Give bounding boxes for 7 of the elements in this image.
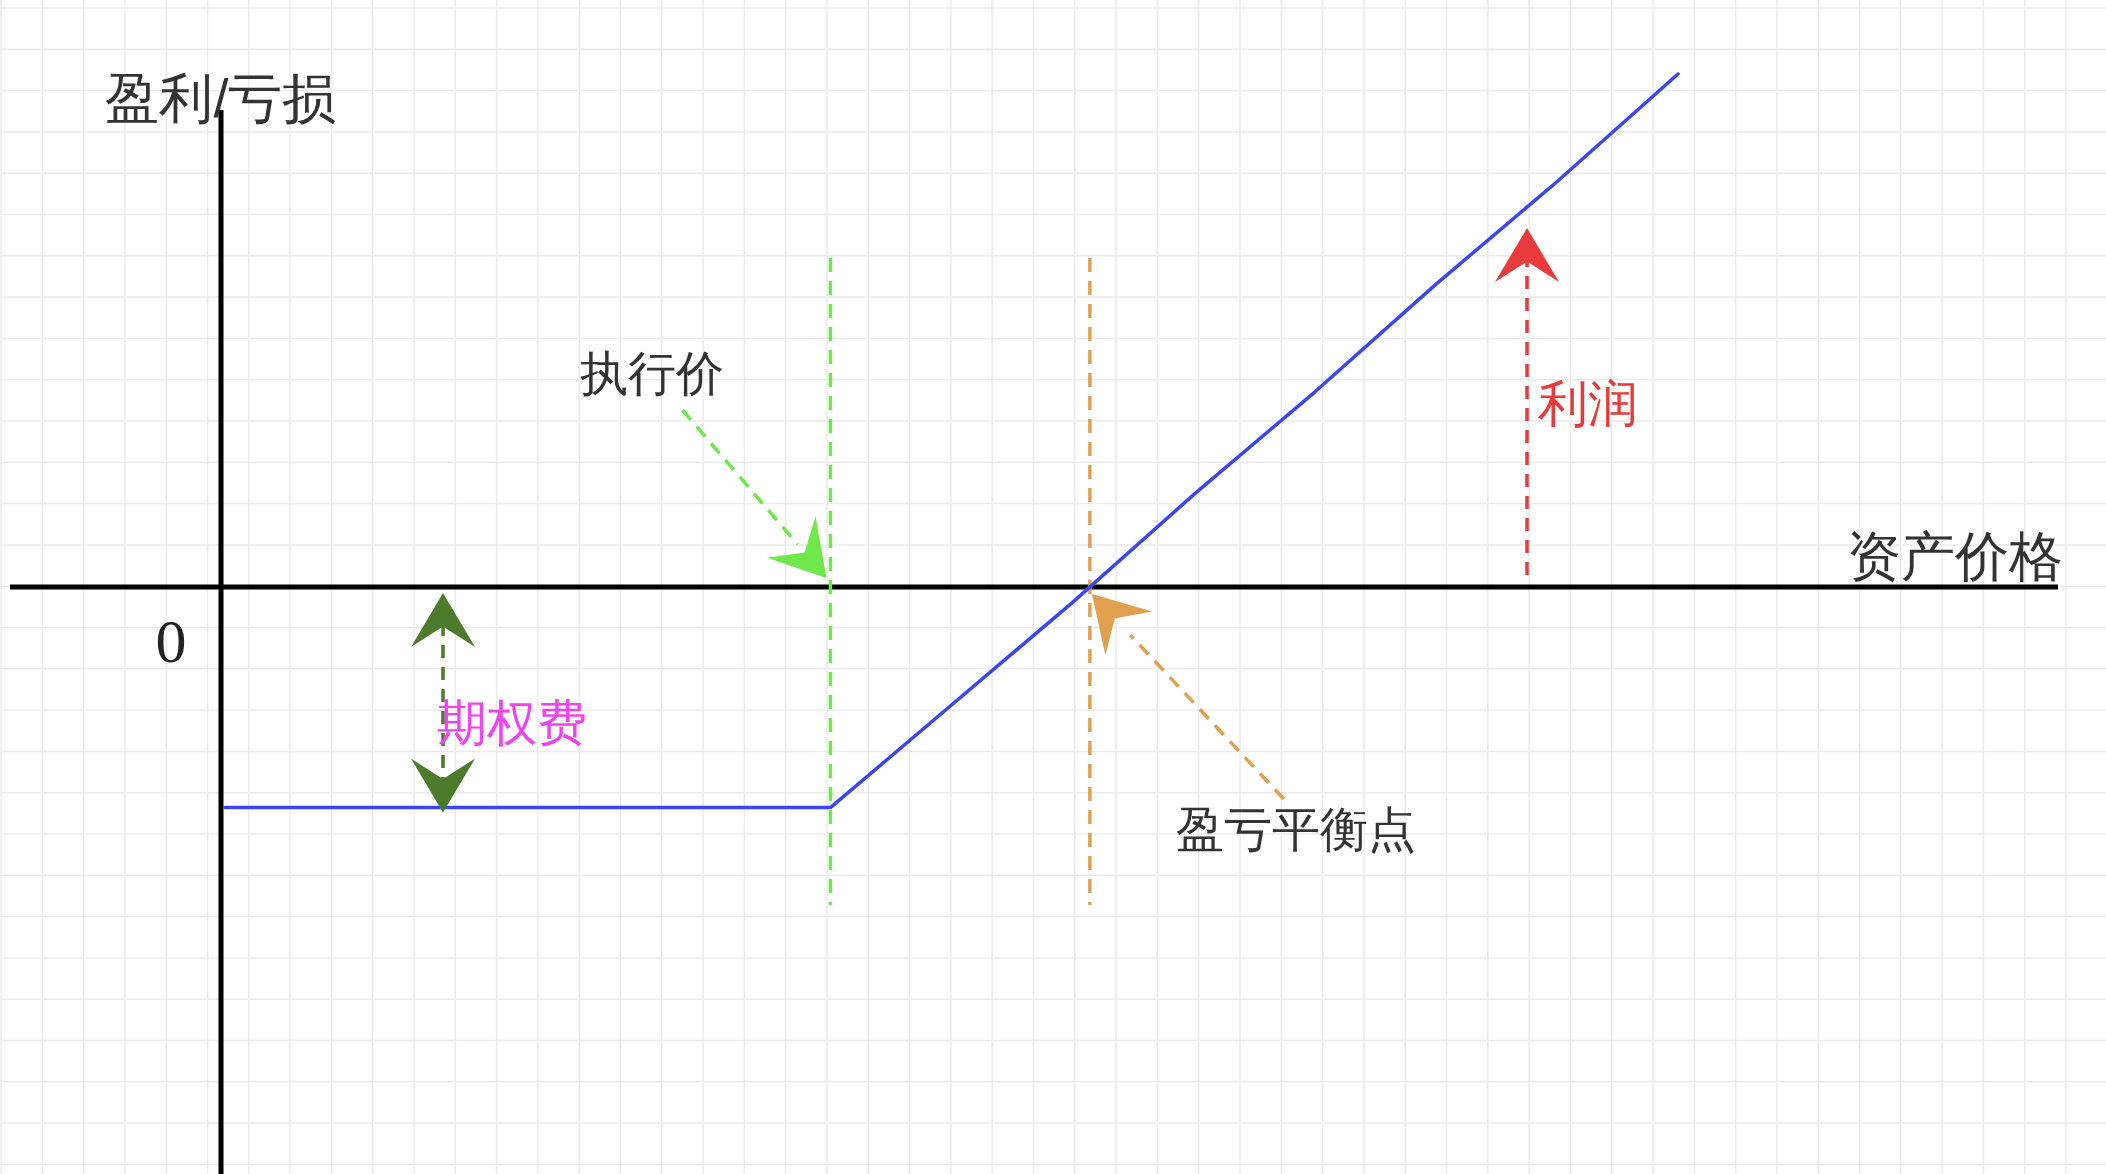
annotation: 执行价	[580, 346, 725, 400]
annotation: 期权费	[437, 694, 587, 751]
ylabel: 盈利/亏损	[105, 68, 337, 128]
xlabel: 资产价格	[1847, 526, 2063, 586]
annotation: 0	[155, 607, 187, 675]
annotation: 盈亏平衡点	[1175, 802, 1416, 856]
annotation: 利润	[1538, 375, 1638, 432]
